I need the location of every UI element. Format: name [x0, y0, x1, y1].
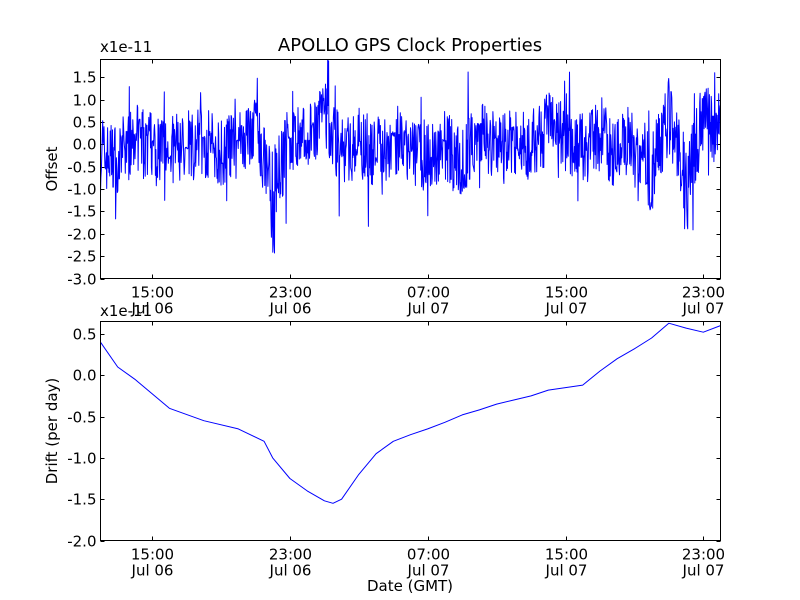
offset-x-tick-date: Jul 06: [269, 300, 312, 318]
drift-x-tick-date: Jul 07: [545, 562, 588, 580]
offset-x-tick-time: 07:00: [407, 284, 450, 302]
drift-scale-label: x1e-11: [100, 302, 152, 320]
drift-y-tick-label: 0.0: [73, 367, 97, 385]
offset-x-tick-date: Jul 06: [131, 300, 174, 318]
offset-y-tick-label: -1.5: [67, 203, 96, 221]
drift-x-tick-time: 23:00: [682, 546, 725, 564]
offset-y-tick-label: 1.5: [73, 69, 97, 87]
offset-x-tick-time: 23:00: [269, 284, 312, 302]
drift-y-tick-label: -0.5: [67, 409, 96, 427]
drift-x-tick-time: 15:00: [131, 546, 174, 564]
drift-y-axis-label: Drift (per day): [43, 378, 61, 485]
drift-y-ticks: -2.0 -1.5 -1.0 -0.5 0.0 0.5: [67, 326, 721, 551]
drift-x-axis-label: Date (GMT): [367, 577, 453, 595]
figure-title: APOLLO GPS Clock Properties: [278, 35, 542, 56]
offset-x-tick-time: 23:00: [682, 284, 725, 302]
drift-x-tick-time: 15:00: [545, 546, 588, 564]
drift-x-tick-date: Jul 07: [407, 562, 450, 580]
offset-x-tick-date: Jul 07: [407, 300, 450, 318]
offset-y-tick-label: -2.0: [67, 226, 96, 244]
offset-y-tick-label: -0.5: [67, 159, 96, 177]
drift-x-tick-time: 23:00: [269, 546, 312, 564]
offset-x-tick-date: Jul 07: [682, 300, 725, 318]
offset-x-tick-time: 15:00: [545, 284, 588, 302]
offset-series-line: [100, 59, 721, 254]
offset-y-tick-label: -1.0: [67, 181, 96, 199]
offset-y-tick-label: -3.0: [67, 271, 96, 289]
drift-x-tick-date: Jul 07: [682, 562, 725, 580]
drift-x-tick-date: Jul 06: [269, 562, 312, 580]
drift-y-tick-label: -2.0: [67, 533, 96, 551]
drift-plot-frame: [100, 321, 721, 541]
offset-y-tick-label: 0.5: [73, 114, 97, 132]
drift-panel: x1e-11 Drift (per day) -2.0 -1.5 -1.0 -0.5 0…: [43, 302, 725, 595]
offset-y-ticks: -3.0 -2.5 -2.0 -1.5 -1.0 -0.5 0.0 0.5 1.0 1.5: [67, 69, 721, 289]
offset-x-tick-date: Jul 07: [545, 300, 588, 318]
offset-y-tick-label: 1.0: [73, 92, 97, 110]
offset-y-tick-label: 0.0: [73, 136, 97, 154]
offset-scale-label: x1e-11: [100, 38, 152, 56]
offset-panel: x1e-11 Offset -3.0 -2.5 -2.0 -1.5 -1.0 -0.5 0.…: [43, 38, 725, 318]
offset-plot-frame: [100, 59, 721, 279]
offset-y-axis-label: Offset: [43, 146, 61, 191]
drift-y-tick-label: 0.5: [73, 326, 97, 344]
offset-y-tick-label: -2.5: [67, 248, 96, 266]
drift-y-tick-label: -1.0: [67, 450, 96, 468]
drift-x-tick-date: Jul 06: [131, 562, 174, 580]
drift-y-tick-label: -1.5: [67, 491, 96, 509]
drift-x-tick-time: 07:00: [407, 546, 450, 564]
offset-x-tick-time: 15:00: [131, 284, 174, 302]
drift-series-line: [100, 322, 721, 504]
